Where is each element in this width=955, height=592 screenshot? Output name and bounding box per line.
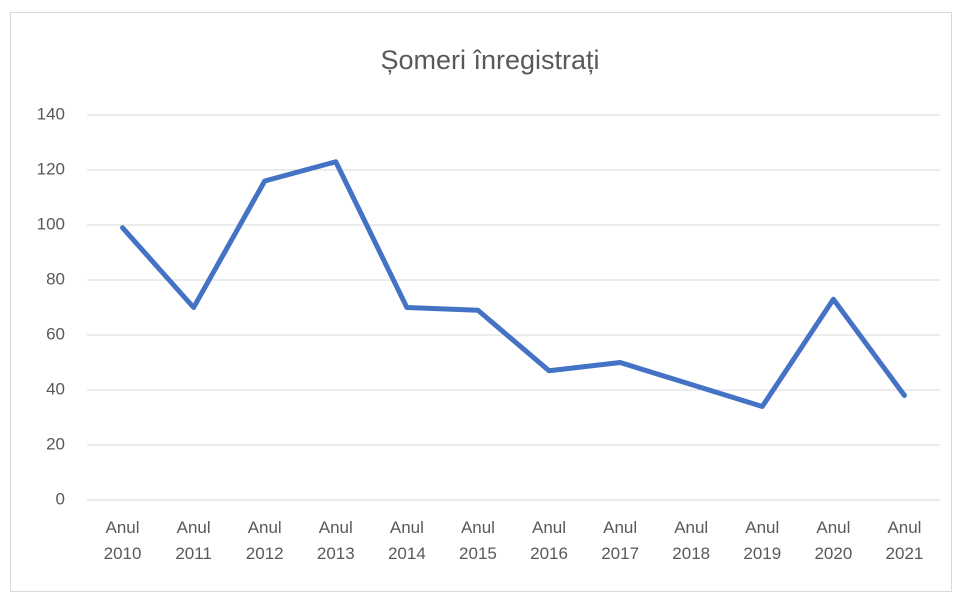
x-tick-label: Anul 2015 [459,518,497,563]
y-tick-label: 0 [56,489,65,508]
x-tick-label: Anul 2017 [601,518,640,563]
x-tick-label: Anul 2020 [814,518,853,563]
chart-title: Șomeri înregistrați [380,45,599,75]
y-tick-label: 60 [46,324,65,343]
chart: Șomeri înregistrați 0 20 40 60 80 100 120 140 [37,45,940,508]
x-tick-label: Anul 2012 [245,518,284,563]
y-tick-label: 20 [46,434,65,453]
x-tick-label: Anul 2019 [743,518,782,563]
line-series [120,159,907,409]
x-tick-label: Anul 2014 [387,518,426,563]
x-tick-label: Anul 2010 [103,518,142,563]
x-tick-label: Anul 2011 [175,518,212,563]
y-tick-label: 140 [37,104,65,123]
y-tick-label: 80 [46,269,65,288]
x-tick-label: Anul 2021 [885,518,924,563]
y-tick-label: 40 [46,379,65,398]
y-tick-label: 100 [37,214,65,233]
y-tick-label: 120 [37,159,65,178]
x-tick-label: Anul 2013 [316,518,355,563]
page: {"chart_data": {"type": "line", "title":… [10,12,952,592]
x-tick-label: Anul 2018 [672,518,711,563]
x-tick-label: Anul 2016 [530,518,568,563]
